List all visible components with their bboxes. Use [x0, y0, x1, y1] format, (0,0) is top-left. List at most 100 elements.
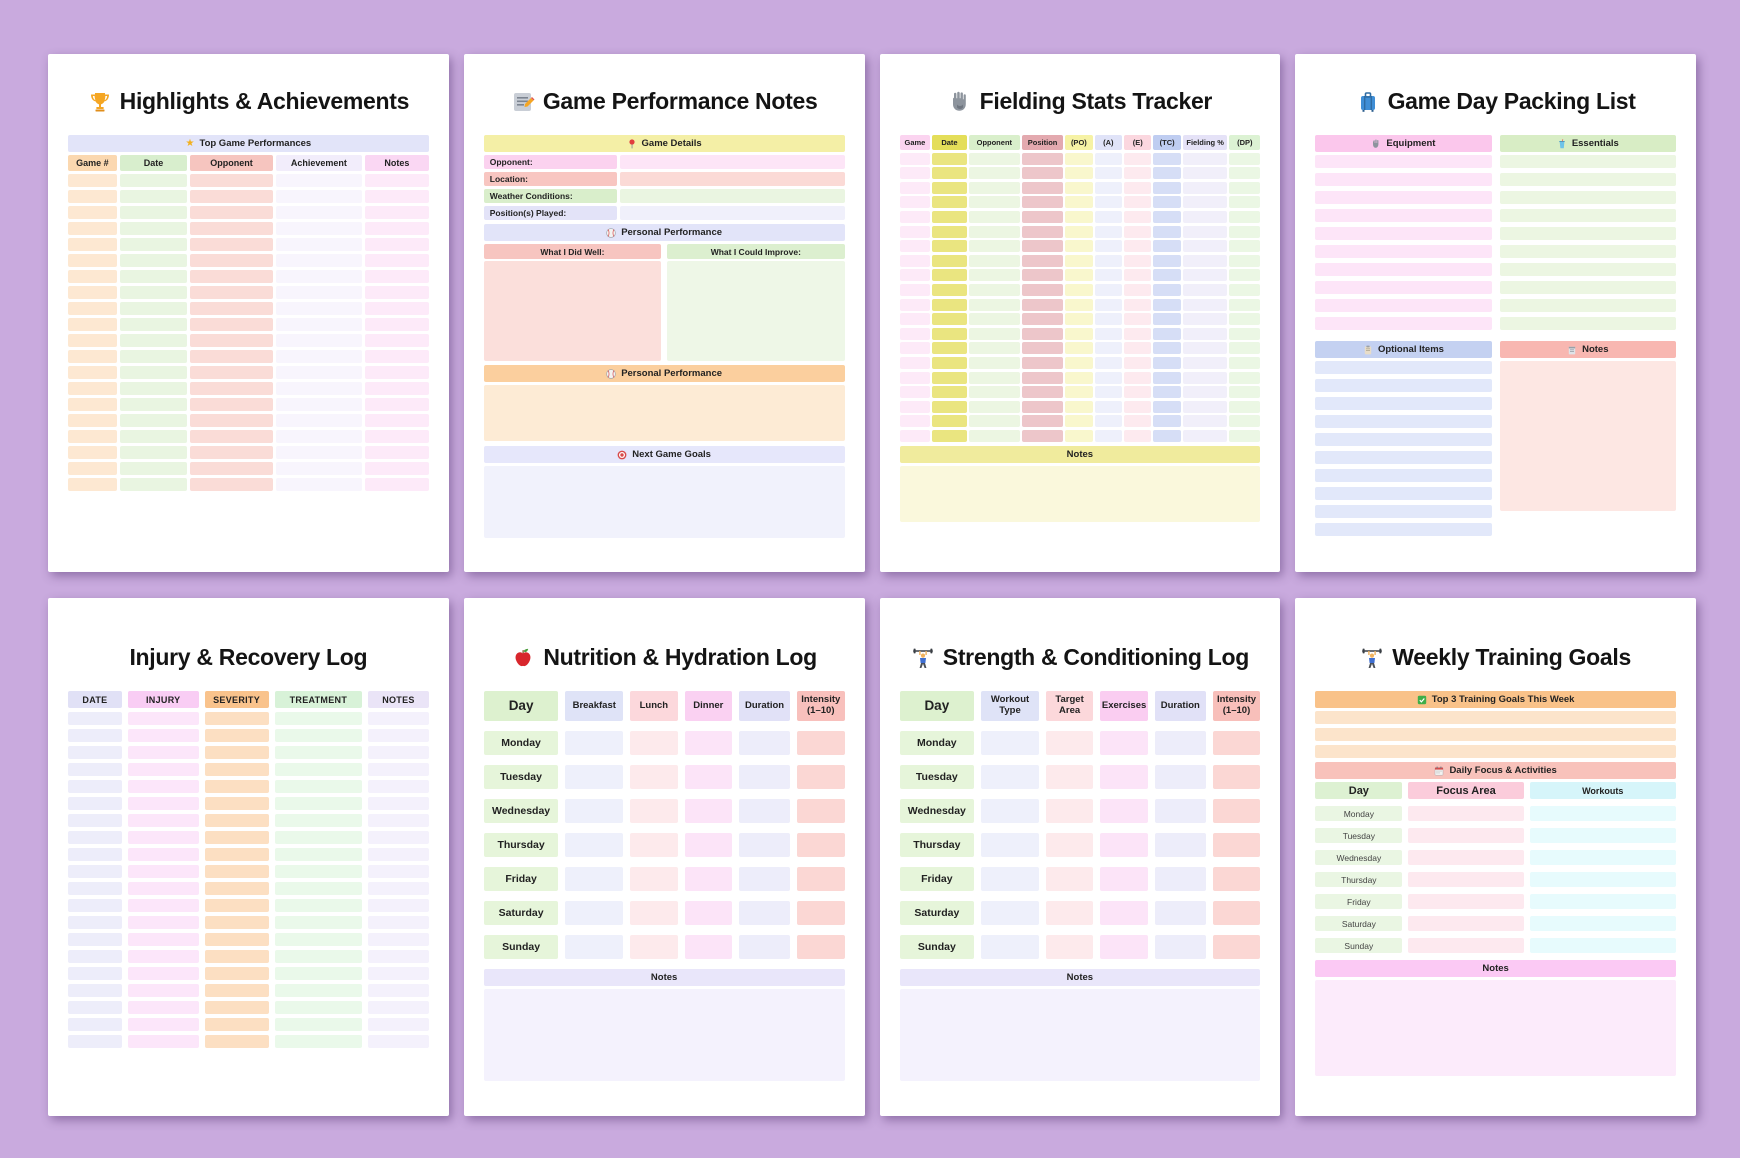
empty-cell[interactable]: [368, 865, 429, 878]
empty-cell[interactable]: [1094, 313, 1122, 326]
empty-cell[interactable]: [365, 190, 429, 203]
empty-cell[interactable]: [565, 765, 624, 789]
empty-cell[interactable]: [1124, 225, 1152, 238]
empty-cell[interactable]: [932, 356, 967, 369]
empty-cell[interactable]: [630, 731, 678, 755]
empty-cell[interactable]: [932, 415, 967, 428]
empty-cell[interactable]: [1100, 867, 1148, 891]
notes-area[interactable]: [899, 465, 1261, 522]
empty-cell[interactable]: [275, 302, 362, 315]
empty-cell[interactable]: [1153, 342, 1181, 355]
empty-cell[interactable]: [684, 731, 733, 755]
empty-cell[interactable]: [275, 238, 362, 251]
empty-cell[interactable]: [275, 398, 362, 411]
empty-cell[interactable]: [1124, 342, 1152, 355]
empty-cell[interactable]: [1153, 240, 1181, 253]
empty-cell[interactable]: [1229, 371, 1261, 384]
equipment-row[interactable]: [1315, 317, 1492, 330]
empty-cell[interactable]: [127, 865, 199, 878]
field-input[interactable]: [620, 172, 845, 186]
empty-cell[interactable]: [1124, 196, 1152, 209]
empty-cell[interactable]: [684, 935, 733, 959]
empty-cell[interactable]: [275, 334, 362, 347]
empty-cell[interactable]: [368, 763, 429, 776]
empty-cell[interactable]: [1094, 254, 1122, 267]
empty-cell[interactable]: [1229, 386, 1261, 399]
empty-cell[interactable]: [981, 765, 1039, 789]
empty-cell[interactable]: [1094, 386, 1122, 399]
empty-cell[interactable]: [68, 1001, 122, 1014]
empty-cell[interactable]: [1154, 799, 1206, 823]
empty-cell[interactable]: [1124, 240, 1152, 253]
empty-cell[interactable]: [204, 865, 269, 878]
empty-cell[interactable]: [365, 398, 429, 411]
empty-cell[interactable]: [368, 882, 429, 895]
empty-cell[interactable]: [119, 286, 188, 299]
empty-cell[interactable]: [1022, 269, 1064, 282]
empty-cell[interactable]: [68, 797, 122, 810]
empty-cell[interactable]: [932, 269, 967, 282]
empty-cell[interactable]: [684, 799, 733, 823]
empty-cell[interactable]: [1229, 254, 1261, 267]
empty-cell[interactable]: [274, 933, 363, 946]
empty-cell[interactable]: [68, 382, 117, 395]
empty-cell[interactable]: [1408, 850, 1524, 865]
empty-cell[interactable]: [275, 206, 362, 219]
empty-cell[interactable]: [190, 366, 273, 379]
empty-cell[interactable]: [968, 196, 1021, 209]
empty-cell[interactable]: [68, 984, 122, 997]
empty-cell[interactable]: [68, 814, 122, 827]
empty-cell[interactable]: [204, 933, 269, 946]
empty-cell[interactable]: [204, 831, 269, 844]
empty-cell[interactable]: [127, 933, 199, 946]
empty-cell[interactable]: [1100, 833, 1148, 857]
essentials-row[interactable]: [1499, 191, 1676, 204]
empty-cell[interactable]: [365, 206, 429, 219]
empty-cell[interactable]: [1153, 371, 1181, 384]
empty-cell[interactable]: [119, 366, 188, 379]
empty-cell[interactable]: [68, 430, 117, 443]
empty-cell[interactable]: [365, 238, 429, 251]
empty-cell[interactable]: [368, 984, 429, 997]
empty-cell[interactable]: [1022, 152, 1064, 165]
empty-cell[interactable]: [204, 950, 269, 963]
empty-cell[interactable]: [1065, 356, 1093, 369]
optional-item-row[interactable]: [1315, 379, 1492, 392]
empty-cell[interactable]: [68, 302, 117, 315]
empty-cell[interactable]: [365, 446, 429, 459]
empty-cell[interactable]: [1153, 313, 1181, 326]
empty-cell[interactable]: [274, 712, 363, 725]
empty-cell[interactable]: [1182, 254, 1228, 267]
empty-cell[interactable]: [1182, 371, 1228, 384]
empty-cell[interactable]: [1022, 313, 1064, 326]
empty-cell[interactable]: [274, 814, 363, 827]
empty-cell[interactable]: [68, 414, 117, 427]
empty-cell[interactable]: [968, 342, 1021, 355]
empty-cell[interactable]: [1022, 210, 1064, 223]
empty-cell[interactable]: [1065, 386, 1093, 399]
empty-cell[interactable]: [365, 350, 429, 363]
empty-cell[interactable]: [1408, 938, 1524, 953]
empty-cell[interactable]: [1182, 313, 1228, 326]
empty-cell[interactable]: [968, 298, 1021, 311]
empty-cell[interactable]: [127, 712, 199, 725]
empty-cell[interactable]: [739, 935, 790, 959]
empty-cell[interactable]: [274, 831, 363, 844]
empty-cell[interactable]: [190, 382, 273, 395]
empty-cell[interactable]: [1065, 327, 1093, 340]
empty-cell[interactable]: [932, 225, 967, 238]
empty-cell[interactable]: [275, 430, 362, 443]
empty-cell[interactable]: [1529, 850, 1676, 865]
empty-cell[interactable]: [1529, 916, 1676, 931]
empty-cell[interactable]: [1182, 269, 1228, 282]
empty-cell[interactable]: [275, 350, 362, 363]
empty-cell[interactable]: [968, 210, 1021, 223]
empty-cell[interactable]: [981, 901, 1039, 925]
optional-item-row[interactable]: [1315, 415, 1492, 428]
empty-cell[interactable]: [274, 916, 363, 929]
empty-cell[interactable]: [1094, 181, 1122, 194]
empty-cell[interactable]: [932, 283, 967, 296]
empty-cell[interactable]: [1065, 429, 1093, 442]
empty-cell[interactable]: [368, 916, 429, 929]
empty-cell[interactable]: [1094, 152, 1122, 165]
